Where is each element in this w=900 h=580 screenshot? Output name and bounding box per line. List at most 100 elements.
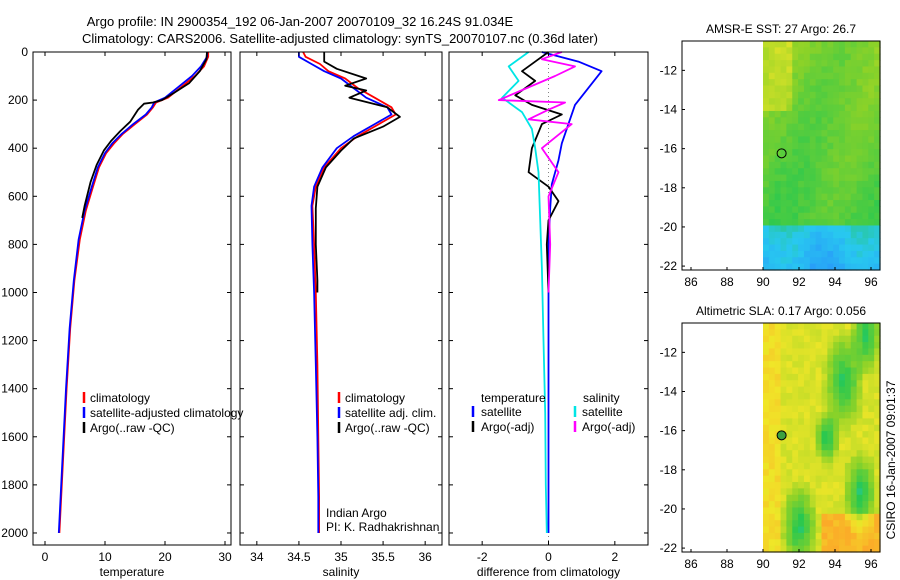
heatmap-cell: [862, 53, 869, 61]
heatmap-cell: [874, 250, 881, 258]
heatmap-cell: [815, 168, 823, 176]
heatmap-cell: [792, 418, 799, 426]
heatmap-cell: [815, 367, 823, 375]
heatmap-cell: [763, 244, 770, 252]
heatmap-cell: [803, 443, 811, 451]
heatmap-cell: [874, 168, 881, 176]
heatmap-cell: [862, 469, 869, 477]
heatmap-cell: [839, 418, 846, 426]
heatmap-cell: [792, 532, 799, 540]
heatmap-cell: [815, 532, 823, 540]
heatmap-cell: [874, 47, 881, 55]
x-axis-label: temperature: [100, 565, 165, 579]
heatmap-cell: [868, 545, 875, 553]
heatmap-cell: [809, 91, 817, 99]
heatmap-cell: [798, 450, 805, 458]
heatmap-cell: [774, 494, 782, 502]
heatmap-cell: [833, 79, 840, 87]
heatmap-cell: [868, 450, 875, 458]
heatmap-cell: [839, 386, 846, 394]
y-tick-label: -16: [660, 142, 678, 156]
heatmap-cell: [868, 130, 875, 138]
heatmap-cell: [768, 342, 776, 350]
heatmap-cell: [780, 380, 787, 388]
heatmap-cell: [844, 488, 852, 496]
argo-location-marker: [776, 148, 787, 159]
heatmap-cell: [774, 437, 782, 445]
heatmap-cell: [763, 431, 770, 439]
heatmap-cell: [874, 488, 881, 496]
heatmap-cell: [839, 142, 846, 150]
heatmap-cell: [868, 412, 875, 420]
heatmap-cell: [827, 66, 834, 74]
heatmap-cell: [856, 110, 864, 118]
heatmap-cell: [809, 373, 817, 381]
heatmap-cell: [809, 244, 817, 252]
heatmap-cell: [868, 66, 875, 74]
heatmap-cell: [780, 443, 787, 451]
heatmap-cell: [844, 168, 852, 176]
heatmap-cell: [827, 329, 834, 337]
heatmap-cell: [821, 161, 828, 169]
heatmap-cell: [862, 149, 869, 157]
heatmap-cell: [821, 361, 828, 369]
heatmap-cell: [809, 200, 817, 207]
heatmap-cell: [839, 412, 846, 420]
heatmap-cell: [827, 219, 834, 227]
heatmap-cell: [792, 123, 799, 131]
heatmap-cell: [844, 41, 852, 48]
heatmap-cell: [803, 219, 811, 227]
heatmap-cell: [850, 79, 858, 87]
heatmap-cell: [874, 53, 881, 61]
heatmap-cell: [780, 412, 787, 420]
heatmap-cell: [862, 212, 869, 220]
figure-title-line2: Climatology: CARS2006. Satellite-adjuste…: [82, 31, 598, 46]
heatmap-cell: [868, 482, 875, 489]
heatmap-cell: [833, 520, 840, 528]
heatmap-cell: [803, 405, 811, 413]
heatmap-cell: [763, 367, 770, 375]
heatmap-cell: [839, 462, 846, 470]
heatmap-cell: [798, 142, 805, 150]
heatmap-cell: [786, 257, 793, 265]
map-title: AMSR-E SST: 27 Argo: 26.7: [706, 22, 856, 36]
x-tick-label: 34: [250, 550, 264, 564]
heatmap-cell: [821, 250, 828, 258]
heatmap-cell: [874, 348, 881, 356]
heatmap-cell: [763, 161, 770, 169]
heatmap-cell: [768, 244, 776, 252]
heatmap-cell: [768, 526, 776, 534]
heatmap-cell: [839, 104, 846, 112]
heatmap-cell: [780, 469, 787, 477]
heatmap-cell: [862, 373, 869, 381]
heatmap-cell: [827, 60, 834, 68]
heatmap-cell: [768, 72, 776, 80]
heatmap-cell: [798, 354, 805, 362]
heatmap-cell: [844, 149, 852, 157]
heatmap-cell: [786, 348, 793, 356]
heatmap-cell: [786, 238, 793, 246]
heatmap-cell: [856, 507, 864, 515]
heatmap-cell: [821, 117, 828, 125]
heatmap-cell: [786, 180, 793, 188]
heatmap-cell: [780, 450, 787, 458]
heatmap-cell: [809, 323, 817, 330]
heatmap-cell: [774, 149, 782, 157]
heatmap-cell: [768, 136, 776, 144]
heatmap-cell: [792, 373, 799, 381]
heatmap-cell: [803, 85, 811, 93]
heatmap-cell: [798, 257, 805, 265]
heatmap-cell: [844, 437, 852, 445]
heatmap-cell: [803, 60, 811, 68]
heatmap-cell: [792, 47, 799, 55]
heatmap-cell: [821, 494, 828, 502]
heatmap-cell: [850, 263, 858, 271]
heatmap-cell: [768, 231, 776, 239]
heatmap-cell: [786, 507, 793, 515]
heatmap-cell: [827, 354, 834, 362]
heatmap-cell: [868, 168, 875, 176]
heatmap-cell: [839, 399, 846, 407]
heatmap-cell: [833, 193, 840, 201]
heatmap-cell: [821, 168, 828, 176]
heatmap-cell: [763, 437, 770, 445]
